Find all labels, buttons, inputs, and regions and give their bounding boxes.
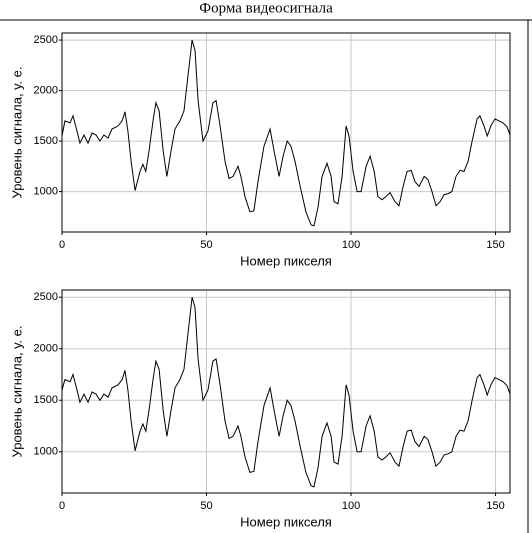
x-tick-label: 150 (486, 500, 504, 512)
y-tick-label: 2000 (34, 84, 58, 96)
y-tick-label: 1500 (34, 394, 58, 406)
plot-frame (61, 32, 511, 233)
x-tick-label: 0 (59, 500, 65, 512)
x-axis-label: Номер пикселя (240, 514, 332, 529)
y-tick-label: 1000 (34, 446, 58, 458)
y-axis-label: Уровень сигнала, у. е. (9, 326, 24, 458)
x-tick-label: 100 (342, 500, 360, 512)
figure-title: Форма видеосигнала (199, 0, 333, 16)
signal-line (61, 297, 511, 488)
plot-frame (61, 289, 511, 494)
y-tick-label: 2000 (34, 343, 58, 355)
y-axis-label: Уровень сигнала, у. е. (9, 67, 24, 199)
y-tick-label: 1000 (34, 186, 58, 198)
y-tick-label: 1500 (34, 135, 58, 147)
y-tick-label: 2500 (34, 34, 58, 46)
x-tick-label: 150 (486, 239, 504, 251)
y-tick-label: 2500 (34, 291, 58, 303)
x-tick-label: 50 (200, 239, 212, 251)
x-tick-label: 100 (342, 239, 360, 251)
x-tick-label: 0 (59, 239, 65, 251)
x-axis-label: Номер пикселя (240, 253, 332, 268)
signal-line (61, 39, 511, 227)
x-tick-label: 50 (200, 500, 212, 512)
